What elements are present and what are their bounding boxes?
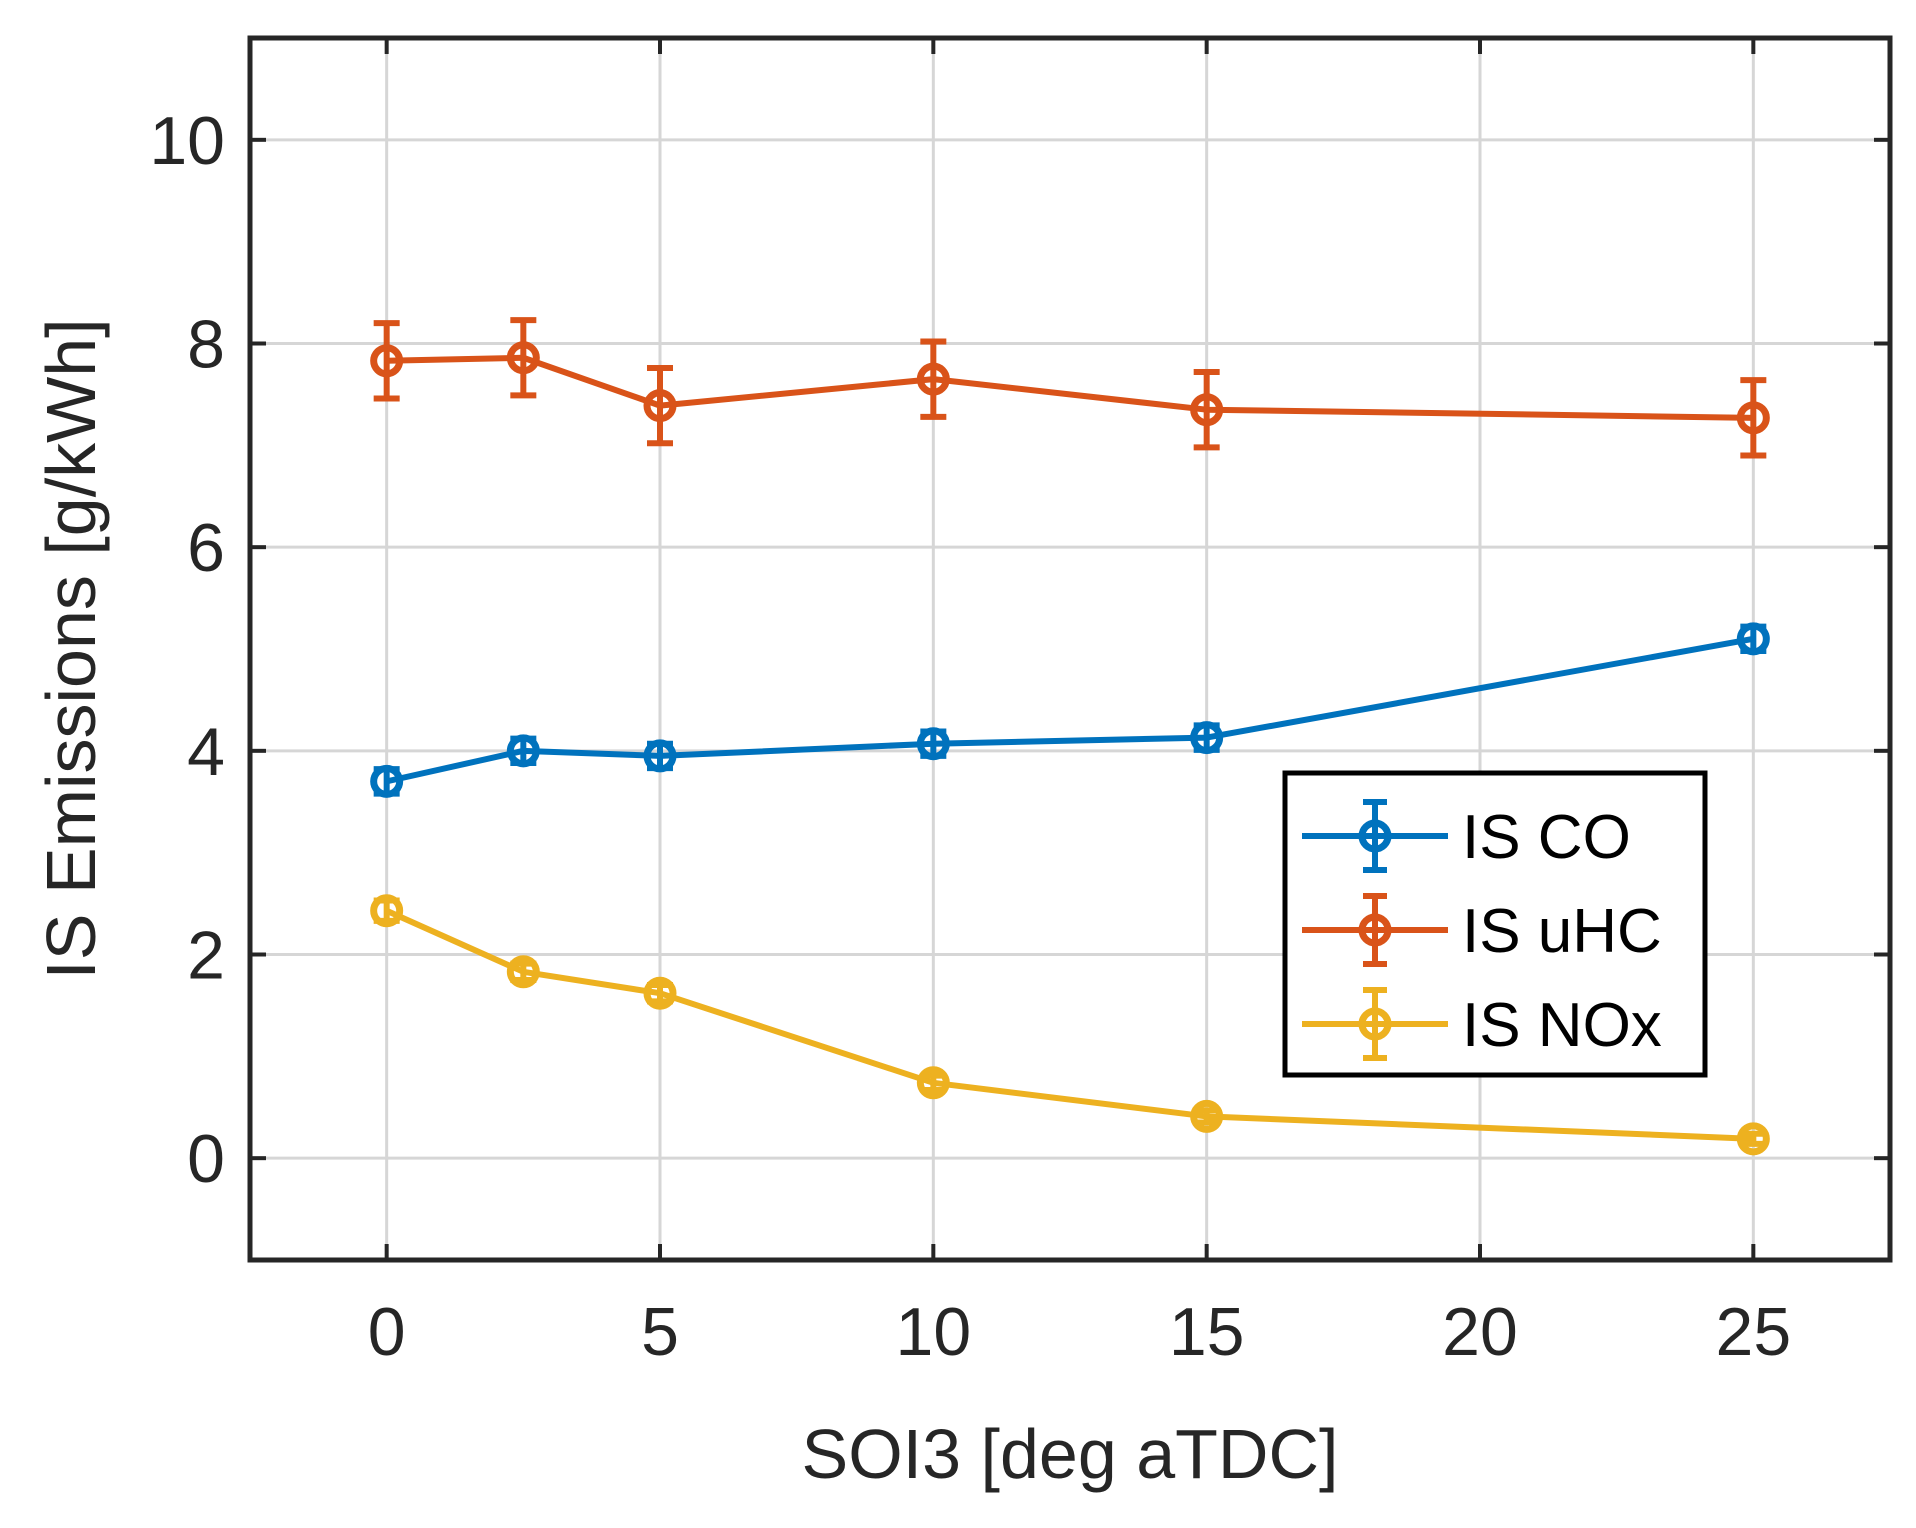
data-point (1736, 1122, 1770, 1156)
series-line (386, 635, 1754, 785)
y-tick-label: 4 (187, 714, 225, 790)
data-point (916, 1066, 950, 1100)
series-line (385, 907, 1754, 1142)
y-tick-label: 0 (187, 1121, 225, 1197)
data-point (643, 976, 677, 1010)
y-axis-title: IS Emissions [g/kWh] (32, 318, 110, 979)
data-point (1190, 393, 1224, 427)
data-point (506, 734, 540, 768)
data-point (643, 739, 677, 773)
data-point (506, 341, 540, 375)
x-axis-title: SOI3 [deg aTDC] (802, 1415, 1339, 1493)
legend-marker (1358, 913, 1392, 947)
x-tick-label: 15 (1169, 1294, 1245, 1370)
x-tick-labels: 0 5 10 15 20 25 (368, 1294, 1791, 1370)
legend-label: IS uHC (1462, 897, 1662, 966)
series-is-uhc (370, 317, 1770, 459)
y-tick-label: 6 (187, 510, 225, 586)
data-point (1190, 1099, 1224, 1133)
data-point (1736, 401, 1770, 435)
x-tick-label: 5 (641, 1294, 679, 1370)
data-point (916, 362, 950, 396)
y-tick-label: 8 (187, 307, 225, 383)
axis-ticks (250, 38, 1890, 1260)
legend-marker (1358, 1007, 1392, 1041)
y-tick-label: 10 (149, 103, 225, 179)
data-point (643, 389, 677, 423)
x-tick-label: 0 (368, 1294, 406, 1370)
legend-label: IS NOx (1462, 991, 1662, 1060)
x-tick-label: 20 (1442, 1294, 1518, 1370)
series-is-nox (370, 894, 1770, 1156)
data-point (370, 344, 404, 378)
legend-marker (1358, 819, 1392, 853)
data-point (916, 727, 950, 761)
series-line (386, 354, 1754, 421)
data-point (370, 764, 404, 798)
legend-label: IS CO (1462, 803, 1631, 872)
data-point (370, 894, 404, 928)
series-is-co (370, 622, 1770, 798)
y-tick-label: 2 (187, 918, 225, 994)
legend: IS CO IS uHC IS NOx (1282, 770, 1708, 1078)
data-point (1736, 622, 1770, 656)
x-tick-label: 10 (896, 1294, 972, 1370)
data-point (1190, 721, 1224, 755)
x-tick-label: 25 (1716, 1294, 1792, 1370)
series-group (370, 317, 1770, 1156)
plot-frame (247, 35, 1893, 1263)
y-tick-labels: 0 2 4 6 8 10 (149, 103, 225, 1197)
data-point (506, 955, 540, 989)
